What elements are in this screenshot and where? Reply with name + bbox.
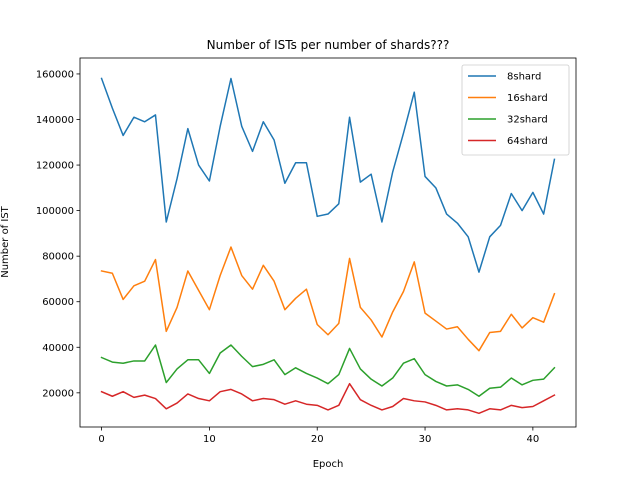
chart-title: Number of ISTs per number of shards??? bbox=[207, 38, 450, 52]
y-tick-label: 160000 bbox=[36, 69, 74, 80]
x-tick-label: 40 bbox=[527, 434, 540, 445]
series-layer bbox=[100, 77, 556, 415]
x-axis-title: Epoch bbox=[313, 459, 344, 470]
y-tick-label: 20000 bbox=[42, 388, 74, 399]
legend-label-64shard: 64shard bbox=[507, 136, 548, 147]
y-tick-label: 40000 bbox=[42, 343, 74, 354]
legend: 8shard 16shard 32shard 64shard bbox=[461, 64, 570, 156]
series-line-16shard bbox=[100, 246, 556, 352]
legend-label-16shard: 16shard bbox=[507, 93, 548, 104]
y-tick-label: 140000 bbox=[36, 115, 74, 126]
x-tick-label: 0 bbox=[98, 434, 104, 445]
y-axis-title: Number of IST bbox=[0, 205, 11, 277]
series-line-8shard bbox=[100, 77, 556, 273]
y-tick-label: 80000 bbox=[42, 252, 74, 263]
y-tick-label: 100000 bbox=[36, 206, 74, 217]
y-tick-label: 120000 bbox=[36, 161, 74, 172]
x-tick-label: 30 bbox=[419, 434, 432, 445]
legend-box bbox=[461, 64, 570, 156]
y-tick-label: 60000 bbox=[42, 297, 74, 308]
series-line-32shard bbox=[100, 344, 556, 397]
axes-layer: 0 10 20 30 40 20000 40000 60000 80000 100000 12000… bbox=[36, 57, 577, 445]
plot-frame bbox=[79, 57, 577, 428]
x-tick-label: 10 bbox=[203, 434, 216, 445]
legend-label-8shard: 8shard bbox=[507, 72, 541, 83]
legend-label-32shard: 32shard bbox=[507, 115, 548, 126]
series-line-64shard bbox=[100, 382, 556, 415]
x-tick-label: 20 bbox=[311, 434, 324, 445]
